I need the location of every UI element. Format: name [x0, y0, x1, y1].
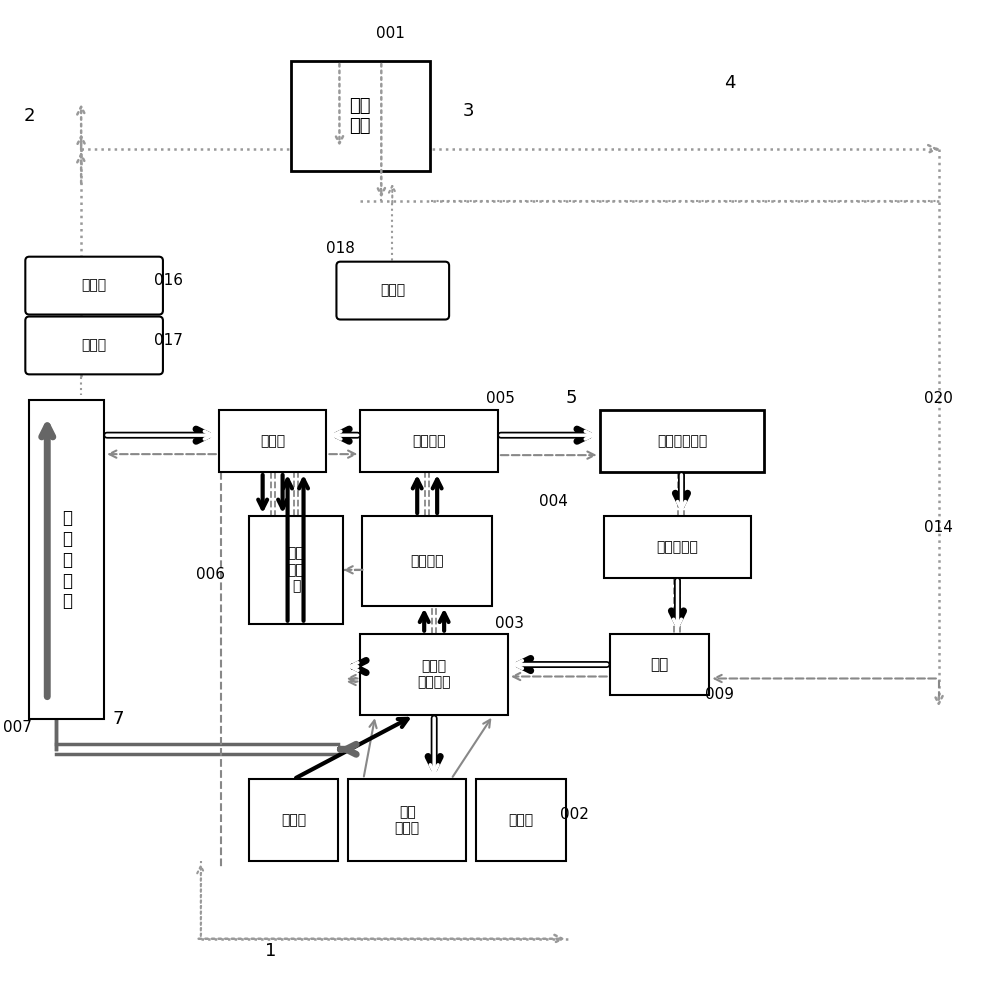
Text: 006: 006 [197, 567, 225, 582]
Text: 5: 5 [566, 389, 578, 407]
Text: 电子
节温器: 电子 节温器 [395, 805, 420, 835]
Bar [604, 516, 751, 578]
Text: 高
温
散
热
器: 高 温 散 热 器 [62, 509, 72, 610]
Text: 017: 017 [154, 333, 184, 348]
Bar [348, 779, 466, 861]
Text: 014: 014 [924, 520, 954, 535]
Text: 机油
冷却
器: 机油 冷却 器 [288, 547, 305, 593]
Text: 副阀门: 副阀门 [508, 813, 534, 827]
Text: 膨洨
水筱: 膨洨 水筱 [350, 97, 372, 135]
Bar [291, 61, 431, 171]
Text: 7: 7 [112, 710, 124, 728]
Text: 电控辅助水泵: 电控辅助水泵 [657, 434, 707, 448]
Bar [219, 410, 326, 472]
Text: 暖风: 暖风 [651, 657, 668, 672]
Text: 出水口: 出水口 [260, 434, 285, 448]
Text: 节流阀: 节流阀 [82, 338, 107, 352]
Text: 002: 002 [560, 807, 589, 822]
Text: 3: 3 [462, 102, 474, 120]
Bar [476, 779, 566, 861]
Text: 018: 018 [326, 241, 355, 256]
FancyBboxPatch shape [336, 262, 449, 320]
Bar [249, 516, 343, 624]
FancyBboxPatch shape [26, 317, 163, 374]
Text: 单向阀: 单向阀 [82, 279, 107, 293]
Text: 020: 020 [924, 391, 954, 406]
Bar [600, 410, 764, 472]
Bar [363, 516, 492, 606]
Text: 016: 016 [154, 273, 184, 288]
Text: 2: 2 [24, 107, 35, 125]
Bar [609, 634, 710, 695]
Text: 开关式
机械水泵: 开关式 机械水泵 [418, 659, 451, 690]
Text: 主阀门: 主阀门 [281, 813, 306, 827]
Text: 004: 004 [540, 494, 568, 509]
Text: 001: 001 [376, 26, 405, 41]
Text: 005: 005 [486, 391, 514, 406]
Text: 4: 4 [723, 74, 735, 92]
Text: 007: 007 [3, 720, 31, 735]
Bar [361, 410, 498, 472]
Text: 节流阀: 节流阀 [380, 284, 405, 298]
Text: 缸体水套: 缸体水套 [411, 554, 444, 568]
Text: 浡轮增压器: 浡轮增压器 [657, 540, 698, 554]
Bar [361, 634, 508, 715]
Text: 缸盖水套: 缸盖水套 [413, 434, 446, 448]
Text: 003: 003 [495, 616, 525, 631]
Text: 009: 009 [705, 687, 734, 702]
Bar [29, 400, 104, 719]
FancyBboxPatch shape [26, 257, 163, 315]
Text: 1: 1 [265, 942, 276, 960]
Bar [249, 779, 338, 861]
